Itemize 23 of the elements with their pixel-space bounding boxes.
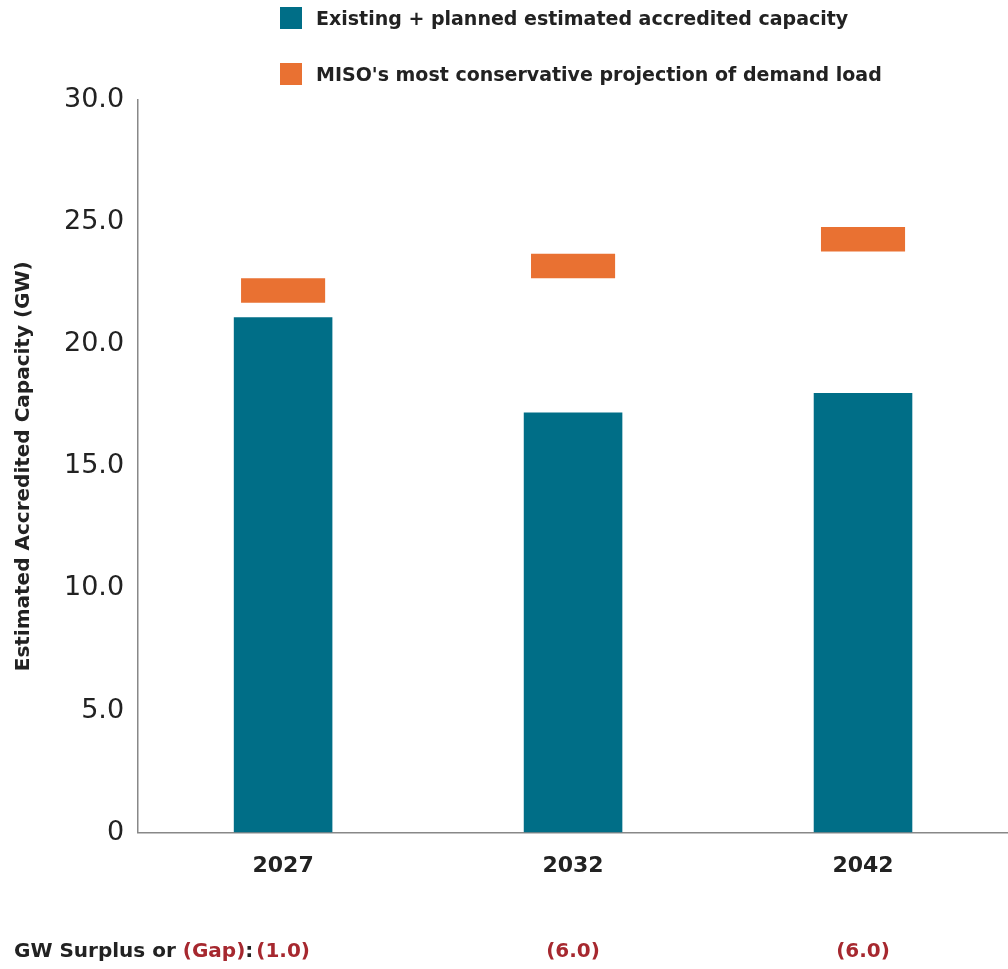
bar bbox=[233, 317, 333, 833]
bar bbox=[523, 412, 623, 833]
text: (6.0) bbox=[546, 938, 600, 963]
text: (1.0) bbox=[256, 938, 310, 963]
bar bbox=[531, 253, 616, 279]
text: GW Surplus or (Gap): bbox=[14, 938, 254, 963]
y-tick-label: 10.0 bbox=[63, 570, 125, 602]
y-tick-label: 30.0 bbox=[63, 82, 125, 114]
x-tick-label: 2042 bbox=[832, 851, 894, 877]
x-tick-label: 2032 bbox=[542, 851, 604, 877]
y-tick-label: 20.0 bbox=[63, 326, 125, 358]
bar bbox=[813, 393, 913, 833]
y-tick-label: 15.0 bbox=[63, 448, 125, 480]
bar bbox=[820, 226, 906, 252]
y-axis-title: Estimated Accredited Capacity (GW) bbox=[10, 261, 35, 672]
y-tick-label: 5.0 bbox=[81, 692, 125, 724]
y-tick-label: 25.0 bbox=[63, 204, 125, 236]
y-tick-label: 0 bbox=[106, 814, 125, 846]
x-tick-label: 2027 bbox=[252, 851, 314, 877]
bar bbox=[241, 278, 326, 303]
text: (6.0) bbox=[836, 938, 890, 963]
legend-label: Existing + planned estimated accredited capacity bbox=[316, 7, 849, 29]
legend-label: MISO's most conservative projection of demand load bbox=[316, 63, 882, 85]
